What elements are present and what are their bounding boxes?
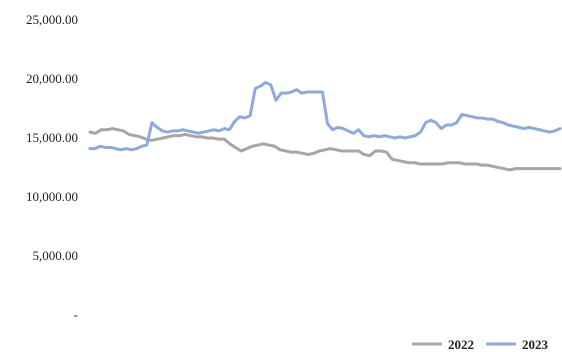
legend-label-2023: 2023 — [522, 337, 549, 352]
series-line-2023 — [88, 81, 562, 152]
series-line-2022 — [88, 127, 562, 172]
legend: 2022 2023 — [412, 337, 549, 352]
legend-item-2022: 2022 — [412, 337, 474, 352]
y-tick-label: 20,000.00 — [26, 71, 78, 86]
y-tick-label: 5,000.00 — [33, 248, 79, 263]
y-tick-label: - — [74, 307, 78, 322]
plot-area — [88, 81, 562, 172]
legend-item-2023: 2023 — [486, 337, 549, 352]
y-tick-label: 10,000.00 — [26, 189, 78, 204]
y-axis: - 5,000.00 10,000.00 15,000.00 20,000.00 25,0… — [26, 12, 78, 322]
y-tick-label: 25,000.00 — [26, 12, 78, 27]
legend-label-2022: 2022 — [448, 337, 474, 352]
y-tick-label: 15,000.00 — [26, 130, 78, 145]
